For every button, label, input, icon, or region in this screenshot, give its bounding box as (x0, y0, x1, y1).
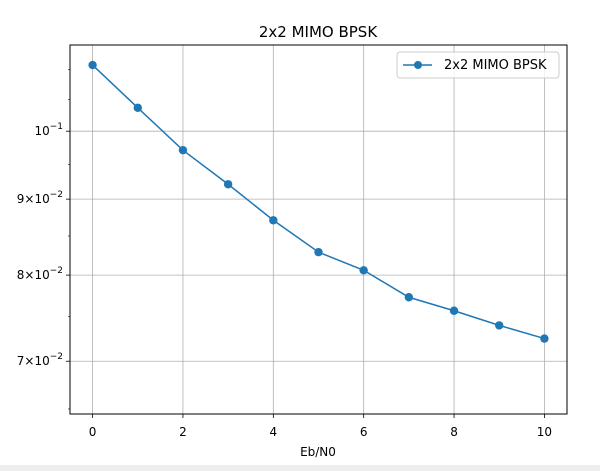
data-series (88, 60, 549, 343)
x-tick-label: 8 (450, 425, 458, 439)
data-point (269, 216, 278, 225)
y-tick-label: 8×10−2 (17, 266, 63, 282)
data-point (133, 103, 142, 112)
x-tick-label: 0 (89, 425, 97, 439)
bottom-strip (0, 465, 600, 471)
x-tick-label: 2 (179, 425, 187, 439)
data-point (404, 293, 414, 302)
data-point (540, 334, 549, 343)
legend-label: 2x2 MIMO BPSK (444, 58, 547, 73)
legend: 2x2 MIMO BPSK (396, 51, 560, 79)
chart-title: 2x2 MIMO BPSK (259, 23, 378, 41)
x-tick-label: 4 (269, 425, 277, 439)
y-tick-label: 10−1 (34, 122, 63, 138)
data-point (314, 247, 323, 257)
data-point (359, 266, 368, 275)
data-point (449, 306, 459, 315)
x-tick-label: 6 (360, 425, 368, 439)
data-point (495, 321, 504, 330)
x-tick-label: 10 (537, 425, 552, 439)
axis-ticks: 0 2 4 6 8 10 7×10−2 8×10−2 9×10−2 10−1 (17, 69, 552, 439)
x-axis-label: Eb/N0 (300, 445, 336, 459)
legend-marker (414, 61, 422, 69)
y-tick-label: 7×10−2 (17, 352, 63, 368)
y-tick-label: 9×10−2 (17, 190, 63, 206)
legend-box (396, 51, 560, 79)
plot-area-frame (69, 44, 568, 415)
data-point (223, 180, 233, 189)
data-point (88, 60, 97, 70)
grid-lines (70, 45, 567, 414)
data-point (178, 145, 188, 155)
